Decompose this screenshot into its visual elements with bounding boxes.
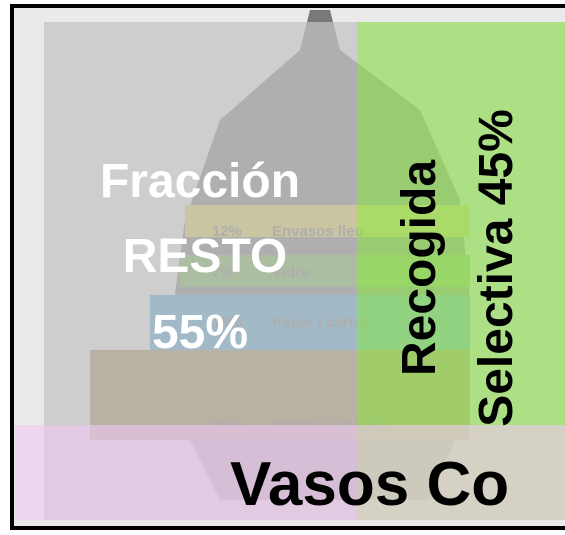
screenshot: 27%Altres12%Envasos lleu7%Vidre18%Paper … <box>0 0 565 535</box>
bottom-caption: Vasos Co <box>230 450 509 519</box>
resto-line: Fracción <box>100 155 300 208</box>
selectiva-line: Selectiva 45% <box>470 109 523 427</box>
resto-line: 55% <box>152 306 248 359</box>
resto-line: RESTO <box>123 230 287 283</box>
selectiva-line: Recogida <box>393 160 446 376</box>
